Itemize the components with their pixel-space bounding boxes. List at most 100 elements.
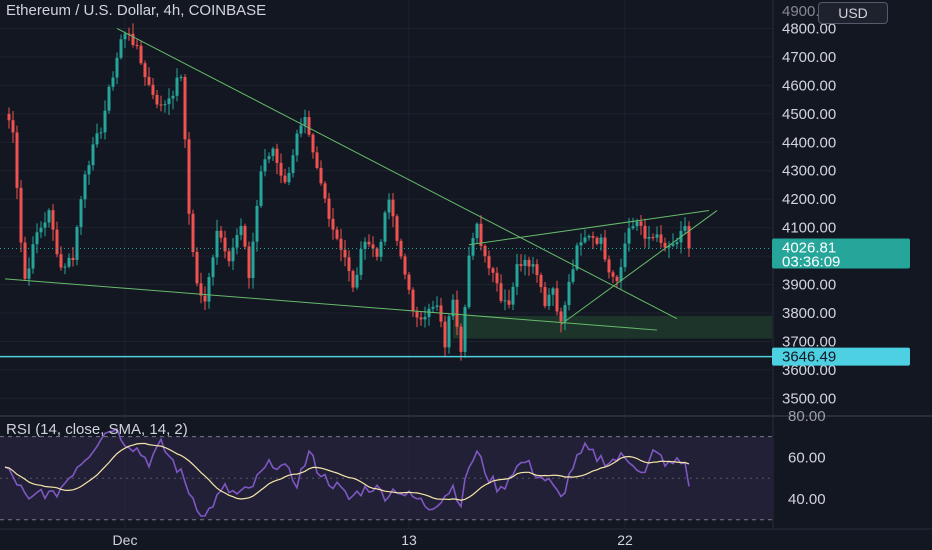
candle-body[interactable] [499, 283, 503, 301]
candle-body[interactable] [99, 132, 103, 134]
candle-body[interactable] [227, 251, 231, 262]
candle-body[interactable] [659, 234, 663, 243]
candle-body[interactable] [487, 256, 491, 269]
candle-body[interactable] [19, 187, 23, 243]
candle-body[interactable] [351, 271, 355, 288]
candle-body[interactable] [683, 226, 687, 231]
candle-body[interactable] [555, 288, 559, 312]
candle-body[interactable] [239, 225, 243, 236]
candle-body[interactable] [67, 257, 71, 267]
candle-body[interactable] [179, 76, 183, 78]
candle-body[interactable] [59, 254, 63, 268]
candle-body[interactable] [579, 242, 583, 246]
candle-body[interactable] [575, 245, 579, 270]
candle-body[interactable] [107, 86, 111, 111]
candle-body[interactable] [311, 134, 315, 153]
candle-body[interactable] [455, 299, 459, 327]
candle-body[interactable] [143, 63, 147, 78]
candle-body[interactable] [523, 259, 527, 266]
trendline[interactable] [560, 210, 718, 325]
candle-body[interactable] [515, 264, 519, 287]
candle-body[interactable] [167, 98, 171, 105]
candle-body[interactable] [147, 77, 151, 85]
candle-body[interactable] [15, 132, 19, 188]
rsi-line[interactable] [4, 427, 690, 517]
candle-body[interactable] [291, 155, 295, 174]
candle-body[interactable] [115, 57, 119, 78]
candle-body[interactable] [403, 256, 407, 275]
candle-body[interactable] [591, 235, 595, 238]
candle-body[interactable] [507, 300, 511, 305]
candle-body[interactable] [531, 264, 535, 267]
candle-body[interactable] [343, 249, 347, 258]
candle-body[interactable] [571, 269, 575, 282]
candle-body[interactable] [631, 226, 635, 229]
candle-body[interactable] [363, 241, 367, 249]
candle-body[interactable] [43, 222, 47, 228]
candle-body[interactable] [191, 213, 195, 252]
candle-body[interactable] [543, 287, 547, 307]
candle-body[interactable] [391, 199, 395, 217]
support-badge[interactable] [772, 347, 910, 366]
candle-body[interactable] [587, 235, 591, 238]
candle-body[interactable] [31, 244, 35, 269]
candle-body[interactable] [667, 245, 671, 248]
candle-body[interactable] [315, 152, 319, 168]
candle-body[interactable] [539, 275, 543, 288]
candle-body[interactable] [395, 216, 399, 241]
candle-body[interactable] [435, 305, 439, 307]
rsi-sma-line[interactable] [4, 442, 690, 501]
candle-body[interactable] [527, 259, 531, 267]
trendline[interactable] [468, 210, 710, 246]
candle-body[interactable] [491, 268, 495, 273]
candle-body[interactable] [223, 237, 227, 252]
candle-body[interactable] [95, 133, 99, 145]
candle-body[interactable] [263, 159, 267, 172]
candle-body[interactable] [151, 84, 155, 95]
candle-body[interactable] [123, 33, 127, 40]
candle-body[interactable] [255, 205, 259, 242]
trendline[interactable] [4, 278, 658, 331]
candle-body[interactable] [195, 251, 199, 284]
candle-body[interactable] [407, 274, 411, 290]
candle-body[interactable] [375, 248, 379, 257]
candle-body[interactable] [387, 199, 391, 213]
candle-body[interactable] [335, 229, 339, 239]
candle-body[interactable] [207, 277, 211, 302]
candle-body[interactable] [187, 139, 191, 214]
candle-body[interactable] [139, 45, 143, 64]
candle-body[interactable] [383, 212, 387, 242]
candle-body[interactable] [55, 229, 59, 255]
candle-body[interactable] [27, 268, 31, 279]
candle-body[interactable] [583, 237, 587, 243]
candle-body[interactable] [287, 173, 291, 183]
candle-body[interactable] [547, 294, 551, 307]
candle-body[interactable] [615, 276, 619, 282]
candle-body[interactable] [471, 238, 475, 256]
candle-body[interactable] [355, 274, 359, 288]
candle-body[interactable] [483, 245, 487, 257]
candle-body[interactable] [11, 120, 15, 133]
candle-body[interactable] [607, 259, 611, 273]
candle-body[interactable] [219, 230, 223, 238]
candle-body[interactable] [475, 223, 479, 239]
candle-body[interactable] [419, 317, 423, 320]
candle-body[interactable] [371, 244, 375, 249]
candle-body[interactable] [411, 289, 415, 312]
candle-body[interactable] [599, 237, 603, 244]
candle-body[interactable] [511, 286, 515, 305]
candle-body[interactable] [71, 257, 75, 260]
candle-body[interactable] [83, 174, 87, 200]
candle-body[interactable] [103, 110, 107, 133]
candle-body[interactable] [7, 113, 11, 121]
candle-body[interactable] [295, 133, 299, 156]
candle-body[interactable] [595, 237, 599, 244]
candle-body[interactable] [415, 311, 419, 318]
candle-body[interactable] [331, 218, 335, 230]
candle-body[interactable] [259, 171, 263, 206]
candle-body[interactable] [279, 162, 283, 176]
candle-body[interactable] [215, 230, 219, 258]
candle-body[interactable] [423, 316, 427, 320]
candle-body[interactable] [251, 241, 255, 278]
